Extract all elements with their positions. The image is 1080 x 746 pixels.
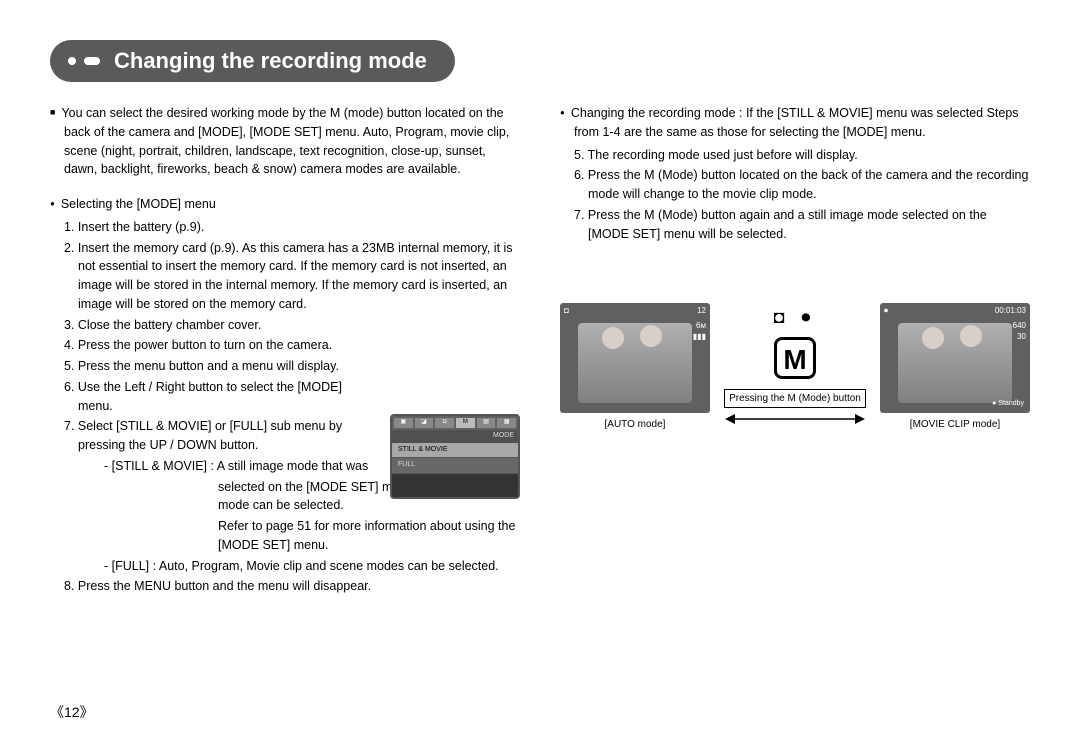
- person-head-icon: [960, 325, 982, 347]
- person-head-icon: [602, 327, 624, 349]
- steps-list: 1. Insert the battery (p.9). 2. Insert t…: [50, 218, 520, 596]
- movie-icon: ⏺: [884, 305, 888, 317]
- auto-mode-lcd: ◘ 12 6м ▮▮▮: [560, 303, 710, 413]
- mode-diagram: ◘ 12 6м ▮▮▮ [AUTO mode]: [560, 303, 1030, 432]
- still-movie-note-cont2: Refer to page 51 for more information ab…: [78, 517, 520, 555]
- menu-tab-icon: ▣: [394, 418, 413, 428]
- manual-page: Changing the recording mode You can sele…: [0, 0, 1080, 618]
- fps-label: 30: [1013, 332, 1026, 342]
- resolution-label: 6м: [693, 321, 706, 331]
- step-6: 6. Use the Left / Right button to select…: [78, 378, 520, 416]
- double-arrow: [718, 412, 872, 432]
- menu-tab-icon: ▤: [477, 418, 496, 428]
- mode-menu-screenshot: ▣ ◪ ◘ M ▤ ▦ MODE STILL & MOVIE FULL: [390, 414, 520, 499]
- menu-tab-icon: ◪: [415, 418, 434, 428]
- title-dash-icon: [84, 57, 100, 65]
- menu-tab-icon: ▦: [497, 418, 516, 428]
- right-step-7: 7. Press the M (Mode) button again and a…: [588, 206, 1030, 244]
- menu-mode-label: MODE: [392, 430, 518, 443]
- full-note: - [FULL] : Auto, Program, Movie clip and…: [78, 557, 520, 576]
- selecting-mode-heading: Selecting the [MODE] menu: [50, 195, 520, 214]
- resolution-label: 640: [1013, 321, 1026, 331]
- step-1: 1. Insert the battery (p.9).: [78, 218, 520, 237]
- menu-tab-mode: M: [456, 418, 475, 428]
- title-bullet-icon: [68, 57, 76, 65]
- standby-label: ● Standby: [992, 399, 1024, 410]
- mode-button-caption: Pressing the M (Mode) button: [724, 389, 866, 408]
- step-4: 4. Press the power button to turn on the…: [78, 336, 520, 355]
- movie-mode-caption: [MOVIE CLIP mode]: [880, 417, 1030, 432]
- content-columns: You can select the desired working mode …: [50, 104, 1030, 598]
- shots-remaining: 12: [697, 305, 706, 317]
- changing-mode-text: Changing the recording mode : If the [ST…: [560, 104, 1030, 142]
- menu-tab-icon: ◘: [435, 418, 454, 428]
- double-arrow-icon: [725, 412, 865, 426]
- movie-mode-lcd: ⏺ 00:01:03 640 30 ● Standby: [880, 303, 1030, 413]
- right-step-6: 6. Press the M (Mode) button located on …: [588, 166, 1030, 204]
- time-remaining: 00:01:03: [995, 305, 1026, 317]
- step-2: 2. Insert the memory card (p.9). As this…: [78, 239, 520, 314]
- camera-icon: ◘: [564, 305, 569, 317]
- section-title: Changing the recording mode: [114, 48, 427, 74]
- sample-photo: [898, 323, 1012, 403]
- auto-mode-panel: ◘ 12 6м ▮▮▮ [AUTO mode]: [560, 303, 710, 432]
- right-column: Changing the recording mode : If the [ST…: [560, 104, 1030, 598]
- mode-switch-center: ◘ ⏺ M Pressing the M (Mode) button: [718, 304, 872, 432]
- mode-icons: ◘ ⏺: [718, 304, 872, 331]
- movie-mode-panel: ⏺ 00:01:03 640 30 ● Standby [M: [880, 303, 1030, 432]
- auto-mode-caption: [AUTO mode]: [560, 417, 710, 432]
- sample-photo: [578, 323, 692, 403]
- page-number: 《12》: [50, 702, 94, 722]
- battery-icon: ▮▮▮: [693, 332, 706, 342]
- mode-button-badge: M: [774, 337, 816, 379]
- menu-row-still-movie: STILL & MOVIE: [392, 443, 518, 459]
- right-step-5: 5. The recording mode used just before w…: [588, 146, 1030, 165]
- intro-text: You can select the desired working mode …: [50, 104, 520, 179]
- right-steps-list: 5. The recording mode used just before w…: [560, 146, 1030, 244]
- step-8: 8. Press the MENU button and the menu wi…: [78, 577, 520, 596]
- step-3: 3. Close the battery chamber cover.: [78, 316, 520, 335]
- step-5: 5. Press the menu button and a menu will…: [78, 357, 520, 376]
- left-column: You can select the desired working mode …: [50, 104, 520, 598]
- section-title-bar: Changing the recording mode: [50, 40, 455, 82]
- menu-tabs: ▣ ◪ ◘ M ▤ ▦: [392, 416, 518, 430]
- person-head-icon: [922, 327, 944, 349]
- menu-row-full: FULL: [392, 458, 518, 474]
- person-head-icon: [640, 325, 662, 347]
